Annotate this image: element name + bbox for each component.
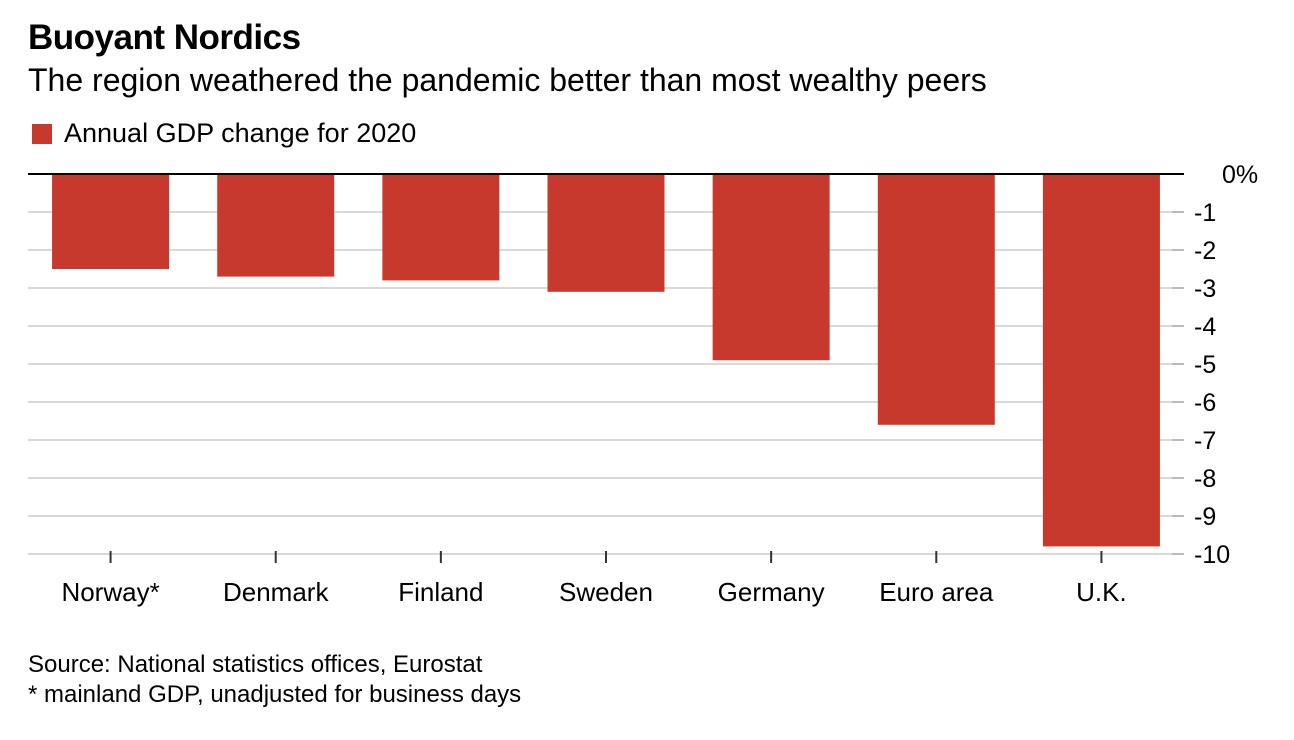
bar-chart: 0%-1 -2 -3 -4 -5 -6 -7 -8 -9 -10 Norway* Denmark Fin… [28,161,1258,607]
bar-u-k- [1042,174,1160,547]
chart-title: Buoyant Nordics [28,18,301,57]
y-tick-label: -8 [1194,465,1216,493]
y-tick-label: -3 [1194,275,1216,303]
bar-finland [382,174,500,281]
x-tick-label: Euro area [879,577,994,607]
x-tick-label: U.K. [1076,577,1127,607]
bar-euro-area [877,174,995,425]
source-notes: Source: National statistics offices, Eur… [28,650,521,710]
y-tick-label: -2 [1194,237,1216,265]
source-text: Source: National statistics offices, Eur… [28,651,483,678]
x-tick-label: Germany [718,577,825,607]
y-tick-label: 0% [1222,161,1258,189]
footnote-text: * mainland GDP, unadjusted for business … [28,681,522,708]
y-tick-label: -7 [1194,427,1216,455]
x-tick-label: Sweden [559,577,653,607]
y-tick-label: -6 [1194,389,1216,417]
y-tick-label: -5 [1194,351,1216,379]
y-tick-label: -4 [1194,313,1216,341]
legend-label: Annual GDP change for 2020 [64,118,417,148]
y-tick-label: -9 [1194,503,1216,531]
y-tick-label: -1 [1194,199,1216,227]
chart-subtitle: The region weathered the pandemic better… [28,62,987,98]
bar-norway- [52,174,170,269]
y-tick-label: -10 [1194,541,1230,569]
legend: Annual GDP change for 2020 [32,118,416,149]
x-tick-label: Finland [398,577,483,607]
x-tick-label: Denmark [223,577,329,607]
x-tick-label: Norway* [61,577,159,607]
bar-sweden [547,174,665,292]
bar-germany [712,174,830,361]
bar-denmark [217,174,335,277]
legend-swatch [32,123,52,144]
